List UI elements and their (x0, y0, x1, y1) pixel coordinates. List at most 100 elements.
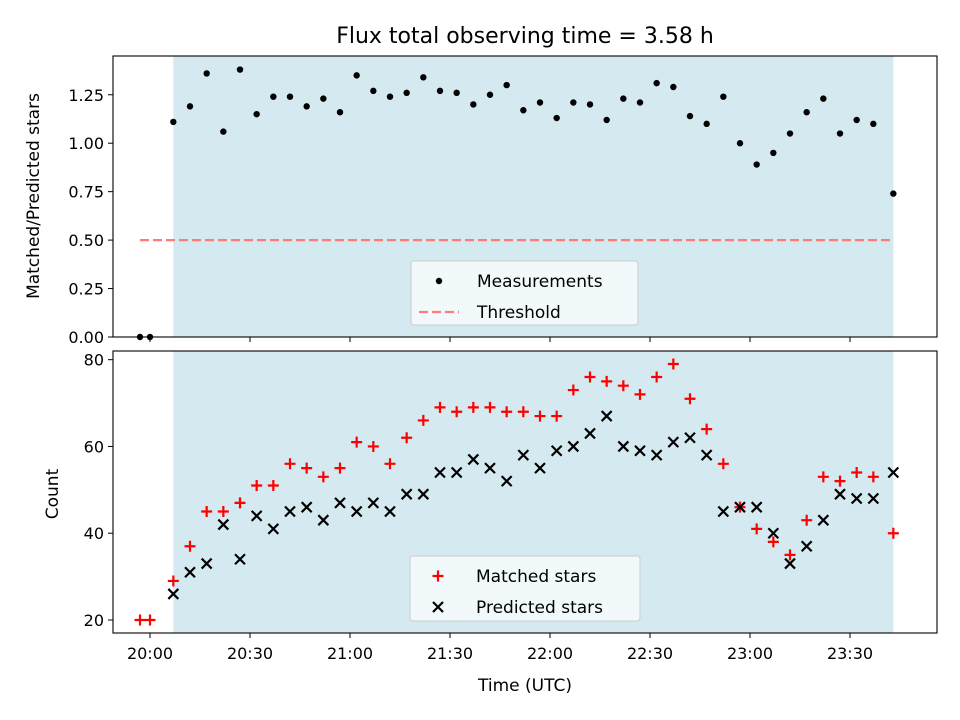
legend: Matched stars Predicted stars (409, 555, 641, 622)
top-y-axis-label: Matched/Predicted stars (24, 93, 44, 299)
predicted-star-point (684, 431, 696, 444)
predicted-star-point (217, 518, 230, 531)
matched-star-point (234, 497, 246, 509)
measurement-point (286, 93, 294, 100)
matched-star-point (351, 436, 363, 448)
matched-star-point (467, 401, 479, 413)
predicted-star-point (550, 445, 563, 457)
matched-star-point (767, 536, 779, 548)
measurement-point (436, 87, 444, 95)
measurement-point (386, 93, 394, 100)
measurement-point (736, 140, 744, 147)
predicted-star-point (434, 466, 446, 479)
matched-star-point (617, 380, 629, 392)
measurement-point (870, 120, 877, 128)
measurement-point (403, 89, 410, 97)
matched-star-point (667, 358, 679, 370)
matched-star-point (867, 471, 879, 483)
predicted-star-point (584, 427, 596, 440)
predicted-star-point (234, 553, 246, 566)
bottom-y-axis-label: Count (43, 468, 63, 519)
matched-star-point (501, 406, 513, 418)
legend: Measurements Threshold (410, 260, 639, 326)
matched-star-point (751, 523, 763, 535)
y-tick-label: 0.00 (68, 328, 104, 347)
top-panel: 0.00 0.25 0.50 0.75 1.00 1.25 Measurements Thre… (68, 55, 938, 347)
legend-label: Matched stars (476, 567, 596, 587)
measurement-point (890, 190, 897, 197)
measurement-point (753, 161, 760, 168)
measurement-point (720, 93, 727, 100)
predicted-star-point (467, 453, 480, 466)
y-tick-label: 1.25 (68, 86, 104, 105)
measurement-point (670, 83, 677, 91)
y-tick-label: 0.25 (68, 280, 104, 299)
matched-star-point (634, 388, 646, 400)
matched-star-point (334, 462, 346, 474)
matched-star-point (601, 375, 613, 387)
x-tick-label: 23:00 (727, 644, 773, 663)
measurement-point (470, 101, 477, 108)
measurement-point (703, 120, 710, 128)
matched-star-point (484, 401, 496, 413)
predicted-star-point (300, 501, 313, 513)
predicted-star-point (284, 505, 296, 518)
measurement-point (236, 66, 244, 73)
predicted-star-point (617, 440, 630, 453)
y-tick-label: 80 (84, 351, 104, 370)
matched-star-point (267, 479, 279, 491)
measurement-point (486, 91, 494, 98)
predicted-star-point (450, 466, 463, 479)
predicted-star-point (650, 449, 663, 461)
matched-star-point (717, 458, 729, 470)
predicted-star-point (867, 492, 880, 505)
predicted-star-point (334, 497, 346, 509)
predicted-star-point (750, 501, 763, 513)
measurement-point (686, 112, 694, 120)
predicted-star-point (184, 566, 196, 579)
measurement-point (853, 116, 860, 124)
matched-star-point (367, 440, 379, 452)
predicted-star-point (350, 505, 363, 518)
x-tick-label: 23:30 (827, 644, 873, 663)
matched-star-point (817, 471, 829, 483)
measurement-point (553, 114, 560, 122)
legend-marker-matched (432, 570, 444, 582)
predicted-star-point (784, 557, 796, 570)
predicted-star-point (267, 523, 280, 535)
measurement-point (170, 118, 177, 126)
measurement-point (220, 128, 227, 135)
measurement-point (303, 103, 310, 110)
matched-star-point (651, 371, 663, 383)
predicted-star-point (367, 497, 380, 509)
measurement-point (353, 72, 360, 79)
y-tick-label: 0.75 (68, 183, 104, 202)
measurement-point (503, 81, 510, 89)
measurement-point (370, 87, 377, 95)
y-tick-label: 0.50 (68, 231, 104, 250)
measurement-point (203, 70, 210, 77)
x-tick-label: 21:30 (427, 644, 473, 663)
x-tick-label: 21:00 (327, 644, 373, 663)
x-axis-label: Time (UTC) (477, 676, 572, 696)
predicted-star-point (200, 557, 213, 570)
predicted-star-point (850, 492, 863, 505)
legend-marker-predicted (432, 601, 444, 613)
plot-frame (112, 350, 938, 634)
predicted-star-point (700, 449, 713, 461)
measurement-point (786, 130, 794, 137)
measurement-point (586, 101, 594, 108)
predicted-star-point (400, 488, 413, 500)
y-tick-label: 40 (84, 524, 104, 543)
matched-star-point (217, 506, 229, 518)
predicted-star-point (500, 475, 513, 487)
x-tick-label: 22:30 (627, 644, 673, 663)
predicted-star-point (517, 449, 530, 461)
y-tick-label: 20 (84, 611, 104, 630)
bottom-panel: 20 40 60 80 20:00 20:30 21:00 21:30 22:00 22:30 23… (84, 350, 938, 663)
predicted-star-point (667, 436, 680, 448)
matched-star-point (384, 458, 396, 470)
matched-star-point (417, 414, 429, 426)
matched-star-point (834, 475, 846, 487)
